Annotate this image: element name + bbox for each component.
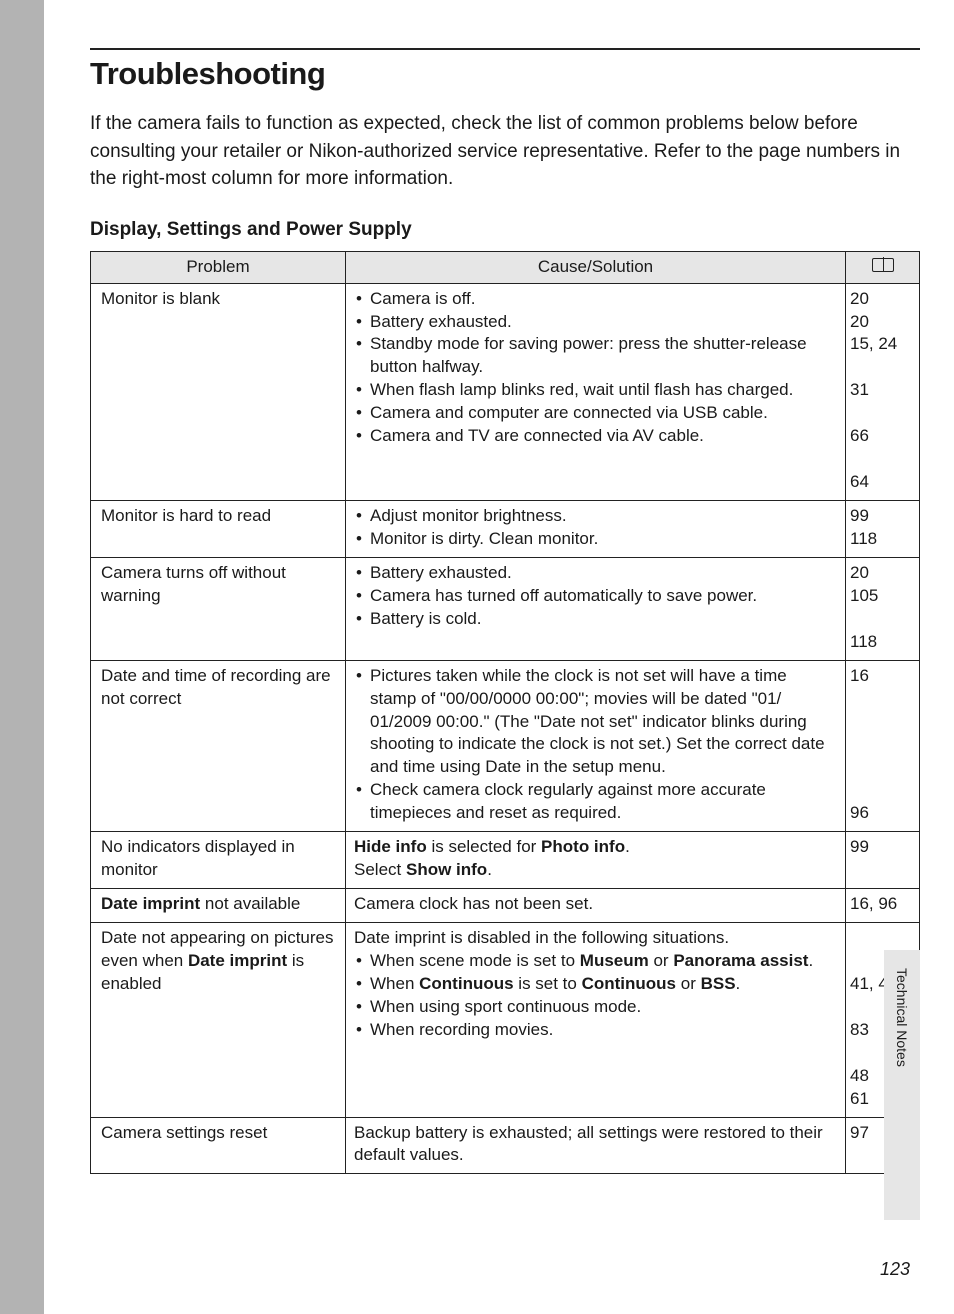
- top-rule: [90, 48, 920, 50]
- cause-cell: Adjust monitor brightness.Monitor is dir…: [346, 501, 846, 558]
- problem-cell: Monitor is hard to read: [91, 501, 346, 558]
- table-row: Date and time of recording are not corre…: [91, 660, 920, 832]
- col-header-page: [846, 251, 920, 283]
- page-ref-cell: 202015, 24 31 66 64: [846, 283, 920, 500]
- cause-cell: Hide info is selected for Photo info.Sel…: [346, 832, 846, 889]
- cause-cell: Camera is off.Battery exhausted.Standby …: [346, 283, 846, 500]
- intro-paragraph: If the camera fails to function as expec…: [90, 110, 920, 193]
- cause-cell: Pictures taken while the clock is not se…: [346, 660, 846, 832]
- problem-cell: Monitor is blank: [91, 283, 346, 500]
- table-row: Date imprint not availableCamera clock h…: [91, 889, 920, 923]
- table-row: Camera turns off without warningBattery …: [91, 557, 920, 660]
- cause-cell: Date imprint is disabled in the followin…: [346, 923, 846, 1118]
- problem-cell: No indicators displayed in monitor: [91, 832, 346, 889]
- section-heading: Display, Settings and Power Supply: [90, 219, 920, 241]
- table-row: Camera settings resetBackup battery is e…: [91, 1117, 920, 1174]
- problem-cell: Date and time of recording are not corre…: [91, 660, 346, 832]
- page-ref-cell: 16 96: [846, 660, 920, 832]
- col-header-cause: Cause/Solution: [346, 251, 846, 283]
- col-header-problem: Problem: [91, 251, 346, 283]
- page-number: 123: [880, 1259, 910, 1280]
- cause-cell: Backup battery is exhausted; all setting…: [346, 1117, 846, 1174]
- problem-cell: Date not appearing on pictures even when…: [91, 923, 346, 1118]
- page-title: Troubleshooting: [90, 56, 920, 92]
- page: Troubleshooting If the camera fails to f…: [44, 0, 954, 1314]
- troubleshooting-table: Problem Cause/Solution Monitor is blankC…: [90, 251, 920, 1175]
- page-ref-cell: 99118: [846, 501, 920, 558]
- side-tab: Technical Notes: [884, 950, 920, 1220]
- problem-cell: Camera settings reset: [91, 1117, 346, 1174]
- page-ref-cell: 16, 96: [846, 889, 920, 923]
- table-row: No indicators displayed in monitorHide i…: [91, 832, 920, 889]
- problem-cell: Date imprint not available: [91, 889, 346, 923]
- book-icon: [872, 258, 894, 272]
- table-row: Monitor is hard to readAdjust monitor br…: [91, 501, 920, 558]
- table-row: Date not appearing on pictures even when…: [91, 923, 920, 1118]
- side-tab-label: Technical Notes: [894, 968, 910, 1067]
- cause-cell: Camera clock has not been set.: [346, 889, 846, 923]
- problem-cell: Camera turns off without warning: [91, 557, 346, 660]
- page-ref-cell: 99: [846, 832, 920, 889]
- cause-cell: Battery exhausted.Camera has turned off …: [346, 557, 846, 660]
- page-ref-cell: 20105 118: [846, 557, 920, 660]
- table-row: Monitor is blankCamera is off.Battery ex…: [91, 283, 920, 500]
